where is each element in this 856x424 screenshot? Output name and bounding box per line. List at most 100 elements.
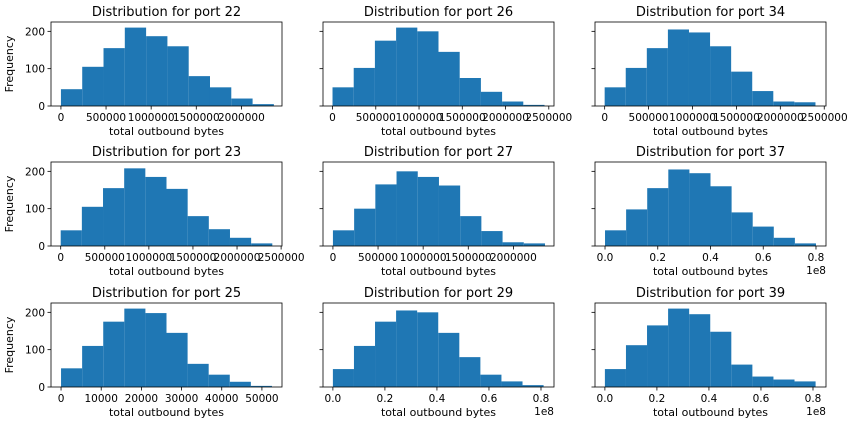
x-tick-label: 1500000 bbox=[170, 252, 217, 264]
histogram-bar bbox=[82, 345, 104, 387]
histogram-bar bbox=[417, 31, 439, 106]
axes-frame bbox=[50, 302, 283, 388]
histogram-bar bbox=[60, 230, 82, 246]
histogram-bar bbox=[374, 40, 397, 106]
histogram-bar bbox=[251, 243, 273, 246]
histogram-bar bbox=[166, 332, 188, 387]
x-tick-label: 2000000 bbox=[490, 252, 537, 264]
x-axis-label: total outbound bytes bbox=[381, 125, 496, 138]
x-tick-label: 0 bbox=[58, 112, 65, 124]
y-tick-label: 100 bbox=[25, 345, 45, 357]
x-tick-label: 1000000 bbox=[669, 112, 716, 124]
histogram-bar bbox=[481, 231, 503, 246]
histogram-bar bbox=[167, 46, 189, 106]
histogram-bar bbox=[438, 185, 461, 246]
x-tick-label: 500000 bbox=[85, 252, 125, 264]
x-tick-label: 2500000 bbox=[801, 112, 848, 124]
x-tick-label: 0.6 bbox=[481, 393, 498, 405]
histogram-bar bbox=[145, 176, 167, 246]
histogram-bar bbox=[166, 188, 188, 246]
y-tick-label: 200 bbox=[25, 307, 45, 319]
histogram-bar bbox=[752, 226, 774, 246]
y-axis-label: Frequency bbox=[3, 316, 16, 373]
histogram-bar bbox=[396, 171, 418, 246]
histogram-bar bbox=[773, 237, 795, 246]
axes-frame bbox=[594, 21, 827, 107]
histogram-bar bbox=[668, 169, 690, 246]
x-tick-label: 0.8 bbox=[808, 252, 825, 264]
histogram-bar bbox=[667, 29, 689, 106]
histogram-bar bbox=[688, 32, 711, 107]
histogram-bar bbox=[459, 357, 481, 387]
axes-frame bbox=[322, 21, 555, 107]
x-tick-label: 1500000 bbox=[439, 112, 486, 124]
histogram-bar bbox=[710, 186, 732, 246]
x-tick-label: 1500000 bbox=[445, 252, 492, 264]
histogram-bar bbox=[82, 66, 104, 106]
x-axis-label: total outbound bytes bbox=[109, 406, 224, 419]
histogram-bar bbox=[250, 385, 272, 387]
histogram-bar bbox=[375, 321, 397, 387]
x-tick-label: 0.0 bbox=[597, 393, 614, 405]
histogram-bar bbox=[231, 98, 253, 106]
x-axis-label: total outbound bytes bbox=[381, 265, 496, 278]
histogram-bar bbox=[647, 188, 669, 246]
histogram-bar bbox=[731, 71, 753, 106]
x-tick-label: 1000000 bbox=[128, 112, 175, 124]
histogram-bar bbox=[689, 314, 711, 387]
histogram-bar bbox=[375, 184, 397, 246]
histogram-bar bbox=[523, 104, 545, 106]
histogram-bar bbox=[459, 78, 481, 106]
chart-title: Distribution for port 34 bbox=[636, 5, 785, 20]
histogram-bar bbox=[752, 376, 774, 387]
histogram-bar bbox=[501, 381, 523, 387]
x-tick-label: 1500000 bbox=[173, 112, 220, 124]
x-tick-label: 2000000 bbox=[757, 112, 804, 124]
histogram-bar bbox=[625, 67, 647, 106]
chart-title: Distribution for port 37 bbox=[636, 145, 785, 160]
chart-title: Distribution for port 23 bbox=[92, 145, 241, 160]
x-tick-label: 0 bbox=[601, 112, 608, 124]
y-tick-label: 100 bbox=[25, 64, 45, 76]
x-axis-offset-text: 1e8 bbox=[806, 265, 826, 277]
histogram-bar bbox=[604, 369, 626, 387]
histogram-bar bbox=[332, 87, 354, 106]
x-tick-label: 0.8 bbox=[805, 393, 822, 405]
x-tick-label: 2500000 bbox=[525, 112, 572, 124]
x-tick-label: 2000000 bbox=[482, 112, 529, 124]
x-tick-label: 0 bbox=[329, 112, 336, 124]
histogram-bar bbox=[187, 363, 209, 387]
histogram-bar bbox=[103, 321, 125, 387]
histogram-bar bbox=[480, 91, 503, 106]
histogram-bar bbox=[396, 27, 418, 107]
histogram-bar bbox=[208, 229, 230, 246]
histogram-bar bbox=[794, 381, 816, 387]
x-tick-label: 2500000 bbox=[258, 252, 305, 264]
x-axis-label: total outbound bytes bbox=[109, 265, 224, 278]
axes-frame bbox=[50, 21, 283, 107]
histogram-bar bbox=[523, 243, 545, 246]
histogram-bar bbox=[794, 243, 816, 246]
x-tick-label: 1000000 bbox=[400, 252, 447, 264]
axes-frame bbox=[322, 161, 555, 247]
histogram-bar bbox=[417, 312, 439, 387]
x-tick-label: 500000 bbox=[358, 252, 398, 264]
x-axis-offset-text: 1e8 bbox=[534, 406, 554, 418]
histogram-bar bbox=[438, 51, 460, 106]
axes-frame bbox=[50, 161, 283, 247]
x-tick-label: 1000000 bbox=[125, 252, 172, 264]
axes-frame bbox=[594, 302, 827, 388]
x-tick-label: 0 bbox=[57, 252, 64, 264]
histogram-panel: 0.0 0.2 0.4 0.6 0.8 Distribution for port 39 t… bbox=[591, 286, 827, 419]
histogram-bar bbox=[710, 46, 732, 106]
x-tick-label: 2000000 bbox=[218, 112, 265, 124]
y-tick-label: 100 bbox=[25, 204, 45, 216]
histogram-bar bbox=[229, 381, 251, 387]
x-tick-label: 0.6 bbox=[755, 252, 772, 264]
x-tick-label: 0.2 bbox=[649, 393, 666, 405]
histogram-bar bbox=[146, 36, 168, 106]
histogram-bar bbox=[773, 379, 795, 387]
chart-title: Distribution for port 25 bbox=[92, 286, 241, 301]
y-tick-label: 200 bbox=[25, 26, 45, 38]
